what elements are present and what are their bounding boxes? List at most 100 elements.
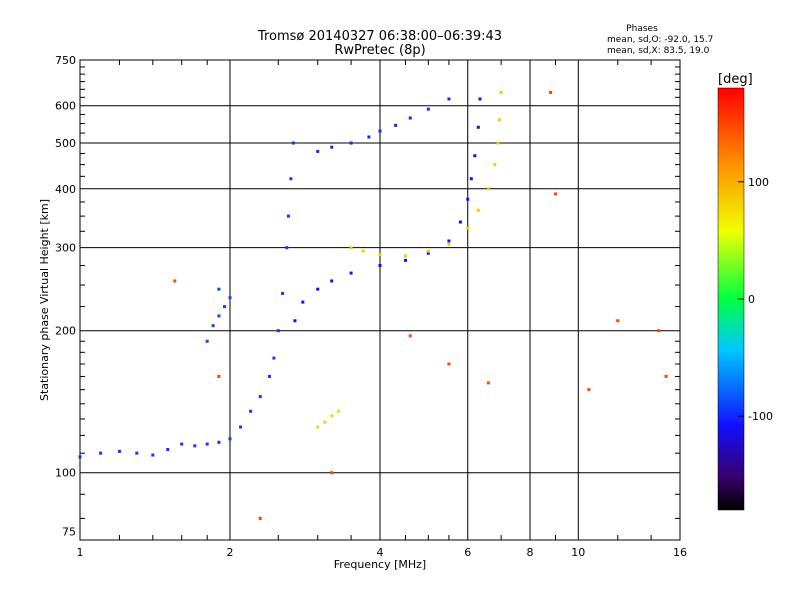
y-tick-label: 75 xyxy=(62,526,76,539)
echo-point xyxy=(193,444,197,448)
y-tick-label: 200 xyxy=(55,325,76,338)
x-tick-label: 8 xyxy=(527,546,534,559)
echo-point xyxy=(378,253,382,257)
echo-point xyxy=(349,141,353,145)
y-tick-label: 600 xyxy=(55,100,76,113)
echo-point xyxy=(378,264,382,268)
echo-point xyxy=(349,246,353,250)
echo-point xyxy=(476,125,480,129)
echo-point xyxy=(408,116,412,120)
echo-point xyxy=(316,149,320,153)
colorbar-tick-label: 0 xyxy=(748,293,755,306)
echo-point xyxy=(166,447,170,451)
echo-point xyxy=(476,208,480,212)
echo-point xyxy=(267,374,271,378)
echo-point xyxy=(291,141,295,145)
x-tick-label: 6 xyxy=(464,546,471,559)
echo-point xyxy=(135,451,139,455)
echo-point xyxy=(258,516,262,520)
echo-point xyxy=(408,334,412,338)
echo-point xyxy=(323,420,327,424)
echo-point xyxy=(99,451,103,455)
echo-point xyxy=(228,437,232,441)
echo-point xyxy=(276,329,280,333)
echo-point xyxy=(403,254,407,258)
echo-point xyxy=(664,374,668,378)
x-tick-label: 1 xyxy=(77,546,84,559)
y-tick-label: 750 xyxy=(55,54,76,67)
y-tick-label: 100 xyxy=(55,467,76,480)
echo-point xyxy=(330,145,334,149)
echo-point xyxy=(486,187,490,191)
chart-subtitle: RwPretec (8p) xyxy=(334,43,425,58)
echo-point xyxy=(499,90,503,94)
echo-point xyxy=(549,90,553,94)
echo-point xyxy=(316,287,320,291)
colorbar-tick-label: -100 xyxy=(748,410,773,423)
echo-point xyxy=(330,471,334,475)
echo-point xyxy=(180,442,184,446)
echo-point xyxy=(217,314,221,318)
echo-point xyxy=(286,214,290,218)
chart-title: Tromsø 20140327 06:38:00–06:39:43 xyxy=(257,29,502,44)
echo-point xyxy=(217,374,221,378)
echo-point xyxy=(289,177,293,181)
echo-point xyxy=(447,239,451,243)
echo-point xyxy=(473,154,477,158)
echo-point xyxy=(498,118,502,122)
stats-heading: Phases xyxy=(626,24,658,34)
echo-point xyxy=(469,177,473,181)
echo-point xyxy=(301,300,305,304)
echo-point xyxy=(553,192,557,196)
echo-point xyxy=(466,226,470,230)
echo-point xyxy=(281,291,285,295)
echo-point xyxy=(336,409,340,413)
echo-point xyxy=(378,129,382,133)
echo-point xyxy=(223,305,227,309)
echo-point xyxy=(426,107,430,111)
echo-point xyxy=(173,279,177,283)
echo-point xyxy=(478,97,482,101)
echo-point xyxy=(117,449,121,453)
echo-point xyxy=(458,220,462,224)
echo-point xyxy=(205,442,209,446)
echo-point xyxy=(447,242,451,246)
echo-point xyxy=(394,123,398,127)
stats-line-x: mean, sd,X: 83.5, 19.0 xyxy=(607,46,710,56)
echo-point xyxy=(466,197,470,201)
echo-point xyxy=(367,135,371,139)
y-axis-label: Stationary phase Virtual Height [km] xyxy=(38,199,51,401)
echo-point xyxy=(349,271,353,275)
echo-point xyxy=(426,249,430,253)
echo-point xyxy=(249,409,253,413)
echo-point xyxy=(486,381,490,385)
colorbar-tick-label: 100 xyxy=(748,176,769,189)
echo-point xyxy=(217,440,221,444)
echo-point xyxy=(616,319,620,323)
echo-point xyxy=(285,246,289,250)
echo-point xyxy=(657,329,661,333)
echo-point xyxy=(211,324,215,328)
echo-point xyxy=(217,287,221,291)
echo-point xyxy=(447,362,451,366)
stats-line-o: mean, sd,O: -92.0, 15.7 xyxy=(607,35,713,45)
echo-point xyxy=(403,258,407,262)
echo-point xyxy=(447,97,451,101)
echo-point xyxy=(330,279,334,283)
y-tick-label: 300 xyxy=(55,242,76,255)
echo-point xyxy=(239,425,243,429)
echo-point xyxy=(293,319,297,323)
x-tick-label: 4 xyxy=(377,546,384,559)
echo-point xyxy=(272,356,276,360)
x-axis-label: Frequency [MHz] xyxy=(334,558,426,571)
y-tick-label: 500 xyxy=(55,137,76,150)
echo-point xyxy=(426,251,430,255)
echo-point xyxy=(151,453,155,457)
echo-point xyxy=(316,425,320,429)
echo-point xyxy=(493,163,497,167)
echo-point xyxy=(228,296,232,300)
echo-point xyxy=(205,339,209,343)
echo-point xyxy=(78,455,82,459)
echo-point xyxy=(496,141,500,145)
x-tick-label: 10 xyxy=(571,546,585,559)
